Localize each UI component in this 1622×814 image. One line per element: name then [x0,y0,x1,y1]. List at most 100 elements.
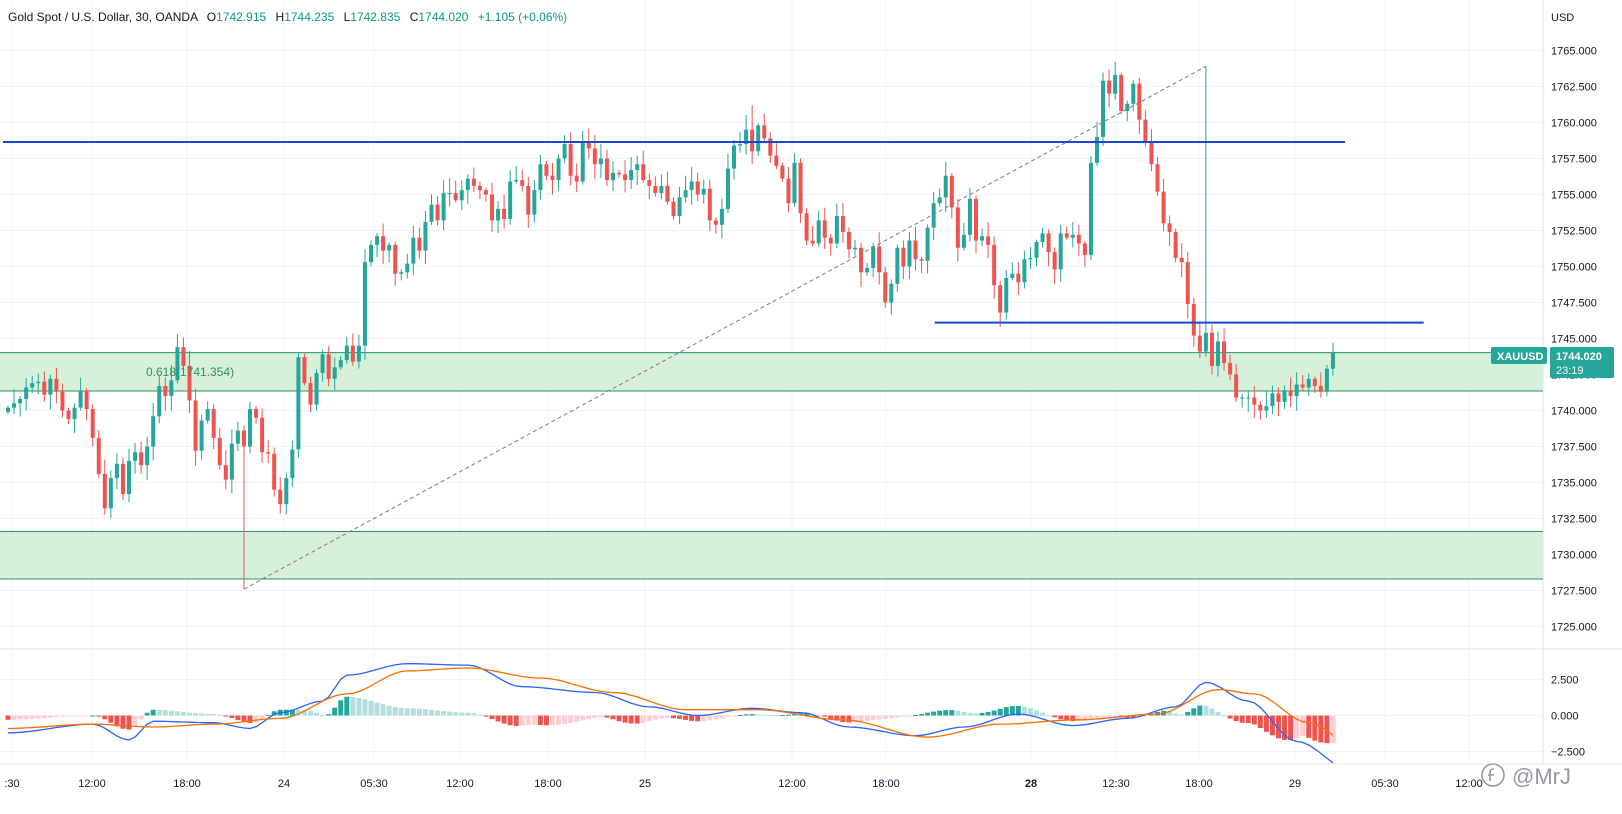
candle-body [205,409,210,421]
macd-histogram-bar [894,715,900,718]
macd-histogram-bar [550,715,555,726]
candle-body [774,155,779,166]
candle-body [181,347,186,366]
time-axis[interactable]: :30 12:00 18:00 24 05:30 12:00 18:00 25 12:00 18:… [4,778,1482,790]
candle-body [193,400,198,451]
macd-histogram-bar [429,709,434,716]
time-tick-label: 12:00 [78,778,106,790]
macd-histogram-bar [1269,715,1275,736]
price-axis[interactable]: 1765.000 1762.500 1760.000 1757.500 1755.000… [1551,46,1597,759]
candle-body [102,473,107,509]
price-tick-label: 1737.500 [1551,442,1597,454]
open-value: 1742.915 [216,10,266,24]
ticker-tag-text: XAUUSD [1497,351,1544,363]
macd-histogram-bar [689,715,695,721]
price-tick-label: 1765.000 [1551,46,1597,58]
macd-histogram-bar [1306,715,1312,738]
candle-body [139,452,144,466]
candle-body [1155,164,1160,192]
candle-body [435,204,440,221]
candle-body [1258,404,1263,411]
dashed-trendline[interactable] [243,65,1207,590]
macd-histogram-bar [235,715,241,721]
macd-histogram-bar [1203,705,1209,716]
macd-histogram-bar [392,707,398,716]
macd-histogram-bar [1191,708,1197,716]
candle-body [399,272,404,274]
trendline-drawing[interactable] [243,65,1207,590]
candle-body [1312,378,1317,387]
macd-histogram-bar [604,715,610,718]
change-value: +1.105 (+0.06%) [478,10,567,24]
macd-histogram-bar [622,715,628,723]
macd-histogram-bar [640,715,646,723]
candle-body [701,188,706,195]
candle-body [441,193,446,221]
candle-body [871,246,876,268]
macd-histogram-bar [1009,706,1015,716]
macd-histogram-bar [1263,715,1269,732]
candle-body [677,197,682,217]
macd-histogram-bar [114,715,120,727]
candle-body [1282,390,1287,402]
candle-body [1252,397,1257,405]
macd-histogram-bar [1324,715,1330,744]
candle-body [1076,234,1081,244]
macd-histogram-bar [53,715,59,718]
horizontal-lines[interactable] [3,140,1424,324]
candle-body [859,247,864,273]
candle-body [853,247,857,250]
candle-body [1101,80,1106,137]
macd-histogram-bar [955,710,961,716]
candle-body [1028,257,1033,260]
macd-histogram-bar [447,711,453,716]
candle-body [1119,74,1124,111]
candle-body [290,449,295,479]
macd-histogram-bar [1294,715,1300,738]
macd-histogram-bar [1251,715,1257,725]
macd-histogram-bar [241,715,247,722]
macd-histogram-bar [949,710,955,716]
candle-body [1040,233,1045,243]
macd-histogram-bar [925,712,931,716]
macd-histogram-bar [453,712,459,716]
candle-body [846,231,851,250]
watermark-logo-icon [1481,763,1505,787]
time-tick-label: 25 [639,778,651,790]
candle-body [992,244,997,286]
candle-body [689,181,694,191]
candle-body [1234,374,1239,398]
candle-body [1070,234,1075,238]
macd-histogram-bar [477,714,483,716]
macd-histogram-bar [683,715,689,720]
macd-histogram-bar [120,715,126,729]
watermark: @MrJ [1481,763,1571,789]
candle-body [695,181,700,195]
macd-histogram-bar [223,715,229,717]
macd-histogram-bar [168,710,174,716]
price-tick-label: 1745.000 [1551,334,1597,346]
macd-line [7,663,1334,764]
candle-body [538,164,543,191]
macd-histogram-bar [1209,708,1215,716]
macd-histogram-bar [1088,715,1094,720]
macd-histogram-bar [126,715,132,730]
macd-histogram-bar [338,700,344,716]
macd-histogram-bar [1276,715,1281,739]
macd-tick-label: −2.500 [1551,747,1585,759]
macd-histogram-bar [1173,713,1179,716]
candle-body [925,227,930,261]
candle-body [375,236,380,245]
candle-body [254,409,259,418]
candle-body [1324,368,1329,392]
macd-histogram-bar [876,715,882,720]
candle-body [496,208,501,221]
candle-body [1318,386,1323,392]
macd-histogram-bar [1318,715,1324,743]
macd-histogram-bar [1221,715,1227,717]
macd-histogram-bar [592,715,598,718]
candle-body [532,190,537,215]
macd-histogram-bar [731,715,737,717]
macd-histogram-bar [725,715,731,718]
